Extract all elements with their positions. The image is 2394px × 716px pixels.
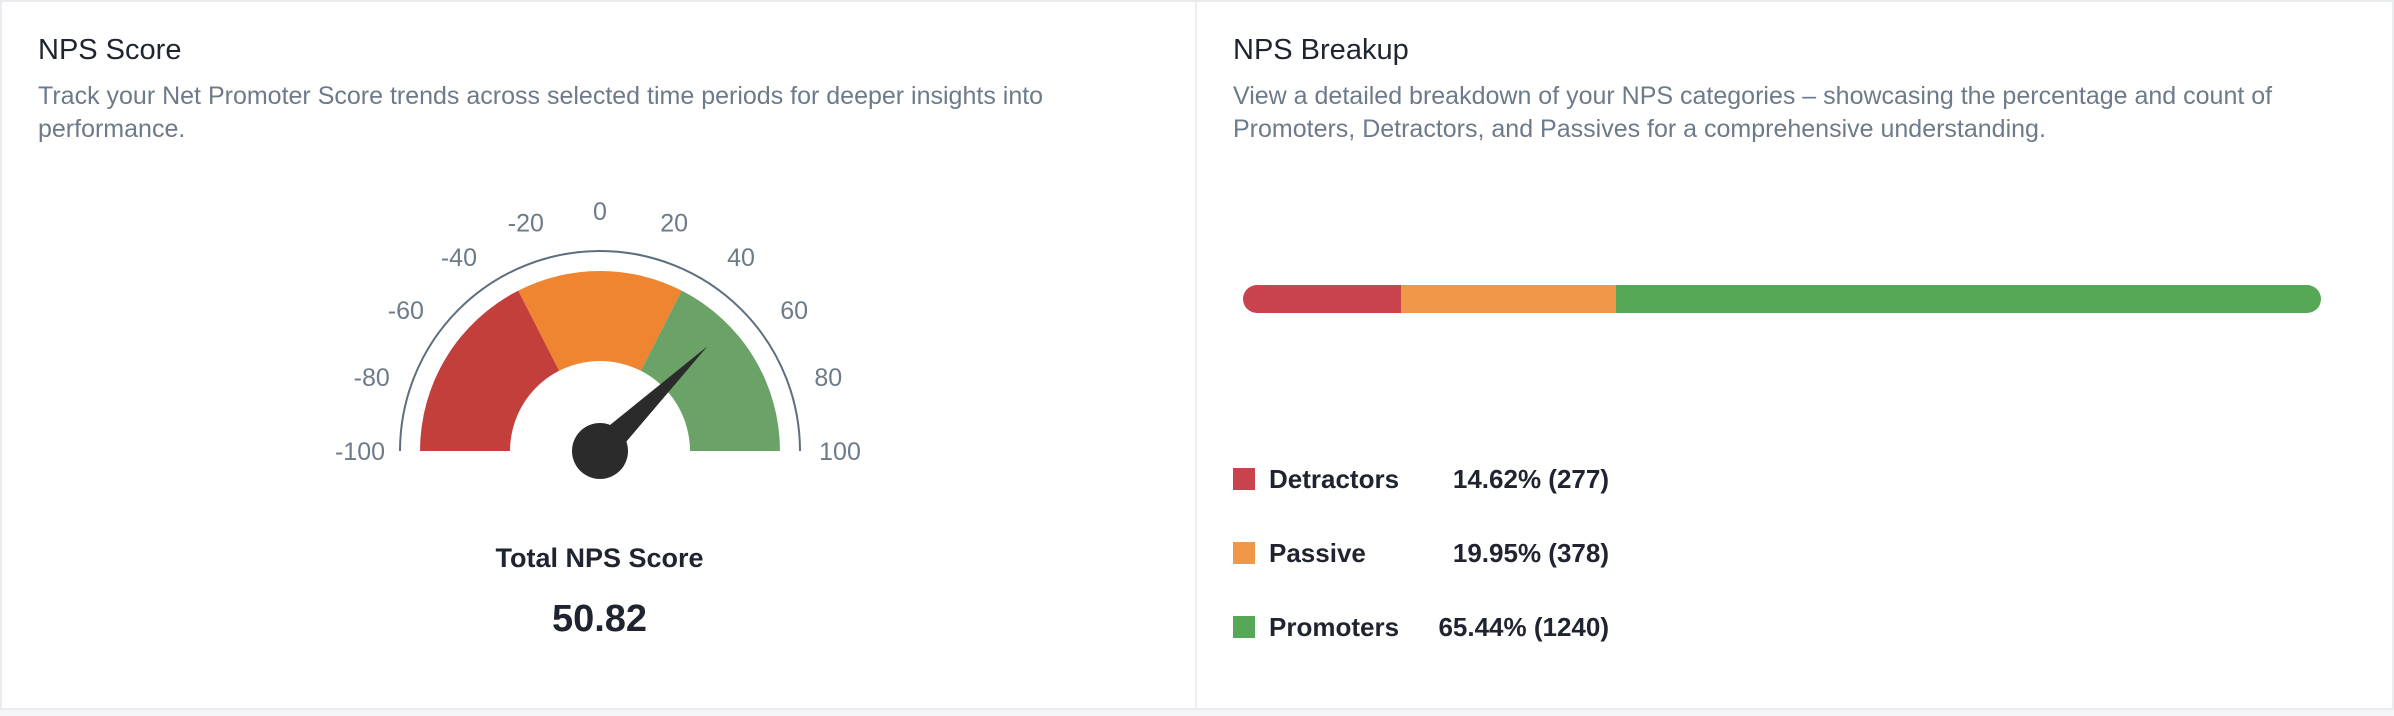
gauge-tick-label: 60 [780,297,808,325]
gauge-tick-label: -60 [388,297,424,325]
gauge-tick-label: -80 [354,364,390,392]
legend-item-promoters[interactable]: Promoters 65.44% (1240) [1233,590,1609,664]
nps-score-title: NPS Score [38,34,182,66]
bar-segment-passive[interactable] [1400,285,1616,313]
legend-value: 19.95% (378) [1452,537,1609,568]
gauge-tick-label: 40 [727,244,755,272]
legend-item-passive[interactable]: Passive 19.95% (378) [1233,516,1609,590]
gauge-tick-label: -40 [441,244,477,272]
gauge-tick-label: 20 [660,210,688,238]
detractors-swatch [1233,468,1255,490]
gauge-band-2 [640,290,780,451]
legend-label: Passive [1269,537,1366,568]
nps-breakup-description: View a detailed breakdown of your NPS ca… [1233,82,2273,143]
nps-score-description: Track your Net Promoter Score trends acr… [38,82,1044,143]
bar-segment-promoters[interactable] [1615,285,2321,313]
gauge-tick-label: 0 [593,198,607,226]
legend-label: Promoters [1269,611,1400,642]
bar-segment-detractors[interactable] [1243,285,1401,313]
legend-item-detractors[interactable]: Detractors 14.62% (277) [1233,442,1609,516]
gauge-band-0 [420,290,560,451]
nps-gauge: -100 -80 -60 -40 -20 0 20 40 60 80 100 [335,198,861,479]
gauge-band-1 [518,271,682,371]
nps-breakup-title: NPS Breakup [1233,34,1409,66]
nps-stacked-bar [1243,285,2321,313]
gauge-tick-label: 80 [814,364,842,392]
nps-legend: Detractors 14.62% (277) Passive 19.95% (… [1233,442,1609,664]
gauge-tick-label: 100 [819,438,861,466]
gauge-needle-hub [572,423,628,479]
gauge-tick-label: -100 [335,438,385,466]
total-nps-value: 50.82 [551,598,648,640]
total-nps-label: Total NPS Score [495,543,704,573]
legend-label: Detractors [1269,463,1400,494]
passive-swatch [1233,542,1255,564]
legend-value: 65.44% (1240) [1438,611,1609,642]
gauge-outline-arc [399,250,801,452]
nps-breakup-card: NPS Breakup View a detailed breakdown of… [1197,2,2392,708]
nps-score-card: NPS Score Track your Net Promoter Score … [2,2,1197,708]
legend-value: 14.62% (277) [1452,463,1609,494]
gauge-tick-label: -20 [508,210,544,238]
promoters-swatch [1233,616,1255,638]
